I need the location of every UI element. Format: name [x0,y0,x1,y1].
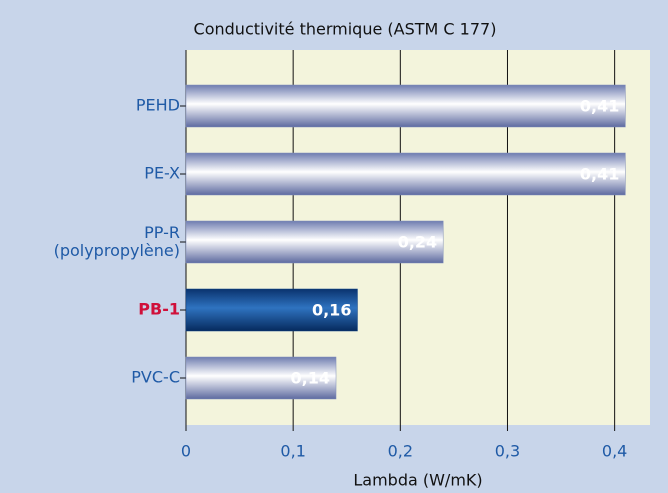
bar [185,84,626,128]
value-label: 0,41 [580,165,619,184]
bar [185,152,626,196]
x-tick-label: 0,1 [280,442,305,461]
bar [185,288,358,332]
y-tick-label: PVC-C [131,368,180,387]
x-tick-label: 0,2 [388,442,413,461]
y-tick-label: PP-R (polypropylène) [54,223,180,260]
value-label: 0,16 [312,301,351,320]
bar [185,356,337,400]
value-label: 0,14 [291,369,330,388]
x-tick-label: 0,3 [495,442,520,461]
y-tick-label: PE-X [144,164,180,183]
y-tick-label: PB-1 [138,300,180,319]
x-tick-label: 0,4 [602,442,627,461]
value-label: 0,41 [580,97,619,116]
bar [185,220,444,264]
x-axis-title: Lambda (W/mK) [353,471,482,490]
x-tick-label: 0 [181,442,191,461]
chart-title: Conductivité thermique (ASTM C 177) [194,20,497,39]
value-label: 0,24 [398,233,437,252]
y-tick-label: PEHD [136,96,180,115]
